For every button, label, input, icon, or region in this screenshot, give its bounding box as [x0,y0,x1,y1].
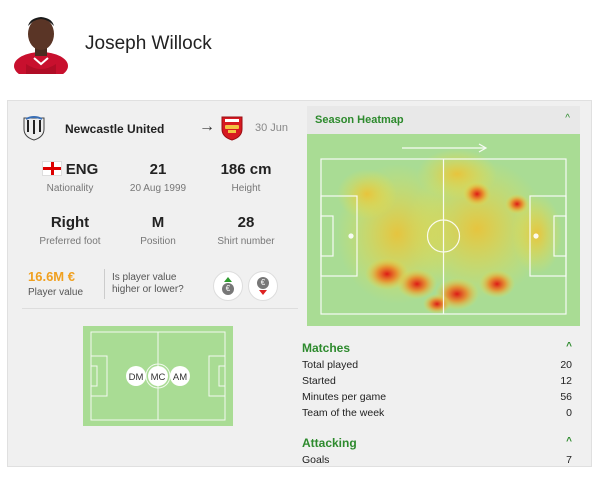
season-heatmap [307,134,580,326]
birth-date: 20 Aug 1999 [129,183,187,194]
height-value: 186 cm [220,161,272,178]
position-label-mc: MC [151,372,166,383]
transfer-date: 30 Jun [255,122,289,134]
chevron-up-icon[interactable]: ^ [566,341,572,352]
table-row: Goals 7 [302,454,574,470]
nationality-value: ENG [65,161,99,178]
row-value: 12 [560,375,572,387]
position-marker-mc: MC [148,366,168,386]
player-avatar [14,17,68,74]
matches-title-text: Matches [302,341,351,355]
row-label: Started [302,375,336,387]
position-marker-dm: DM [126,366,146,386]
foot-value: Right [50,214,90,231]
player-value-amount: 16.6M € [28,269,75,284]
position-label: Position [140,236,176,247]
position-value: M [151,214,165,231]
england-flag-icon [41,161,62,176]
newcastle-crest-icon[interactable] [22,115,46,141]
euro-coin-icon: € [257,277,269,289]
row-value: 0 [566,407,572,419]
arrow-down-icon [259,290,267,295]
attacking-title-text: Attacking [302,436,357,450]
row-label: Goals [302,454,330,466]
shirt-value: 28 [237,214,255,231]
attacking-section: Attacking ^ Goals 7 [302,436,574,470]
row-value: 7 [566,454,572,466]
value-divider [104,269,105,299]
position-marker-am: AM [170,366,190,386]
nationality-stat: ENG Nationality [20,161,120,194]
foot-label: Preferred foot [39,236,101,247]
shirt-stat: 28 Shirt number [196,214,296,247]
age-value: 21 [149,161,167,178]
table-row: Minutes per game 56 [302,391,574,407]
heatmap-pitch-lines [320,143,567,315]
attacking-title[interactable]: Attacking ^ [302,436,574,454]
row-label: Team of the week [302,407,385,419]
divider [22,308,298,309]
season-heatmap-panel: Season Heatmap ^ [307,106,580,326]
height-label: Height [231,183,261,194]
row-value: 20 [560,359,572,371]
position-label-am: AM [173,372,187,383]
matches-title[interactable]: Matches ^ [302,341,574,359]
row-label: Total played [302,359,359,371]
matches-section: Matches ^ Total played 20 Started 12 Min… [302,341,574,423]
player-card: Newcastle United → 30 Jun ENG Nationalit… [7,100,592,480]
age-stat: 21 20 Aug 1999 [108,161,208,194]
nationality-label: Nationality [46,183,94,194]
height-stat: 186 cm Height [196,161,296,194]
heatmap-blobs [337,149,562,314]
value-lower-button[interactable]: € [248,271,278,301]
position-label-dm: DM [129,372,144,383]
transfer-arrow-icon: → [199,118,215,135]
table-row: Started 12 [302,375,574,391]
player-value-label: Player value [28,287,84,298]
row-label: Minutes per game [302,391,387,403]
transfer-row: Newcastle United → 30 Jun [22,115,302,141]
value-higher-button[interactable]: € [213,271,243,301]
player-name: Joseph Willock [85,33,212,54]
chevron-up-icon[interactable]: ^ [565,113,570,124]
value-question: Is player value higher or lower? [112,272,184,295]
position-stat: M Position [108,214,208,247]
player-value-box: 16.6M € Player value [28,269,108,298]
from-club-name[interactable]: Newcastle United [65,122,165,136]
heatmap-title: Season Heatmap [315,114,404,126]
arrow-up-icon [224,277,232,282]
shirt-label: Shirt number [217,236,275,247]
card-footer [7,466,592,480]
position-pitch: DM MC AM [83,326,233,426]
foot-stat: Right Preferred foot [20,214,120,247]
table-row: Total played 20 [302,359,574,375]
player-header: Joseph Willock [0,0,600,92]
euro-coin-icon: € [222,283,234,295]
chevron-up-icon[interactable]: ^ [566,436,572,447]
row-value: 56 [560,391,572,403]
table-row: Team of the week 0 [302,407,574,423]
arsenal-crest-icon[interactable] [220,115,244,141]
